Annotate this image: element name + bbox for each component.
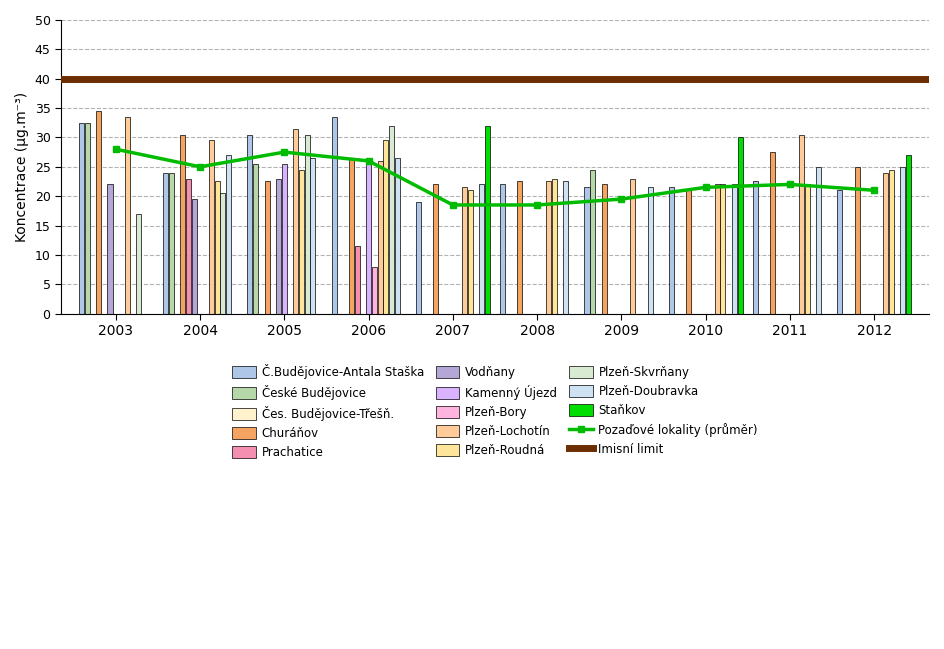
Bar [479, 184, 484, 313]
Bar [264, 182, 270, 313]
Bar [517, 182, 522, 313]
Bar [79, 123, 84, 313]
Bar [305, 134, 310, 313]
Y-axis label: Koncentrace (µg.m⁻³): Koncentrace (µg.m⁻³) [15, 92, 29, 242]
Bar [590, 170, 596, 313]
Bar [163, 173, 168, 313]
Bar [720, 184, 725, 313]
Bar [484, 126, 490, 313]
Bar [186, 178, 191, 313]
Bar [715, 184, 719, 313]
Bar [169, 173, 174, 313]
Bar [192, 199, 196, 313]
Bar [648, 188, 652, 313]
Bar [209, 140, 214, 313]
Bar [884, 173, 888, 313]
Bar [96, 111, 101, 313]
Bar [467, 190, 473, 313]
Legend: Č.Budějovice-Antala Staška, České Budějovice, Čes. Budějovice-Třešň., Churáňov, : Č.Budějovice-Antala Staška, České Budějo… [228, 361, 762, 462]
Bar [299, 170, 304, 313]
Bar [564, 182, 568, 313]
Bar [389, 126, 394, 313]
Bar [331, 117, 337, 313]
Bar [552, 178, 557, 313]
Bar [686, 190, 691, 313]
Bar [85, 123, 90, 313]
Bar [668, 188, 674, 313]
Bar [366, 164, 371, 313]
Bar [732, 184, 737, 313]
Bar [906, 155, 911, 313]
Bar [854, 167, 860, 313]
Bar [136, 214, 142, 313]
Bar [804, 184, 810, 313]
Bar [125, 117, 129, 313]
Bar [416, 202, 421, 313]
Bar [395, 158, 399, 313]
Bar [837, 190, 842, 313]
Bar [770, 152, 775, 313]
Bar [355, 246, 360, 313]
Bar [281, 164, 287, 313]
Bar [889, 170, 894, 313]
Bar [311, 158, 315, 313]
Bar [372, 267, 377, 313]
Bar [383, 140, 388, 313]
Bar [180, 134, 185, 313]
Bar [737, 138, 743, 313]
Bar [601, 184, 607, 313]
Bar [631, 178, 635, 313]
Bar [462, 188, 467, 313]
Bar [253, 164, 258, 313]
Bar [221, 193, 226, 313]
Bar [227, 155, 231, 313]
Bar [214, 182, 220, 313]
Bar [247, 134, 252, 313]
Bar [108, 184, 112, 313]
Bar [816, 167, 821, 313]
Bar [349, 158, 354, 313]
Bar [753, 182, 758, 313]
Bar [546, 182, 551, 313]
Bar [799, 134, 804, 313]
Bar [500, 184, 505, 313]
Bar [378, 161, 382, 313]
Bar [294, 129, 298, 313]
Bar [584, 188, 590, 313]
Bar [433, 184, 438, 313]
Bar [276, 178, 281, 313]
Bar [901, 167, 905, 313]
